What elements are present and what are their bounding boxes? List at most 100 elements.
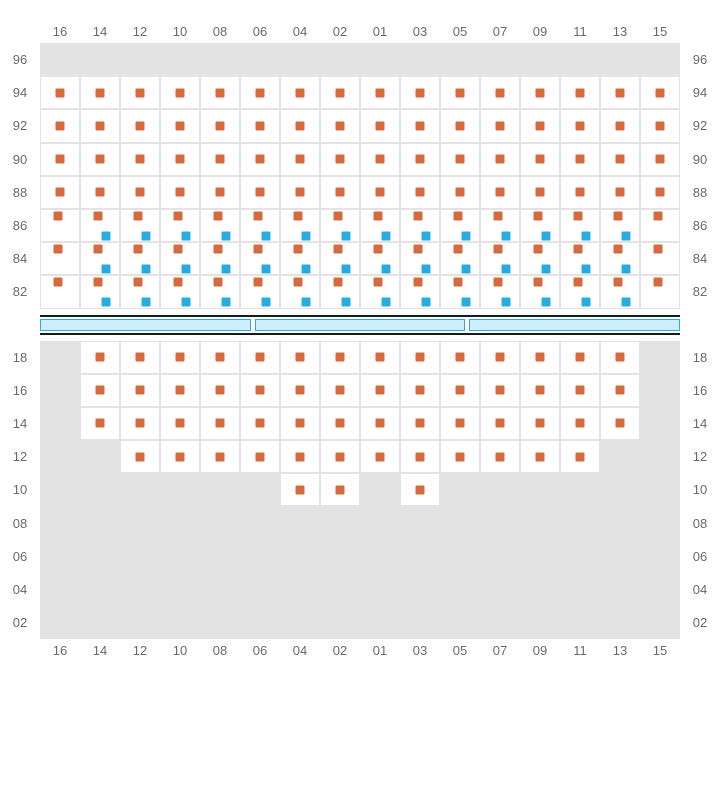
seat-cell[interactable]: [120, 341, 160, 374]
seat-cell[interactable]: [480, 374, 520, 407]
seat-cell[interactable]: [200, 275, 240, 308]
seat-cell[interactable]: [280, 440, 320, 473]
seat-cell[interactable]: [360, 242, 400, 275]
seat-cell[interactable]: [80, 242, 120, 275]
seat-cell[interactable]: [120, 209, 160, 242]
seat-cell[interactable]: [200, 209, 240, 242]
seat-cell[interactable]: [200, 242, 240, 275]
seat-cell[interactable]: [200, 440, 240, 473]
seat-cell[interactable]: [120, 76, 160, 109]
seat-cell[interactable]: [80, 109, 120, 142]
seat-cell[interactable]: [160, 76, 200, 109]
seat-cell[interactable]: [560, 43, 600, 76]
seat-cell[interactable]: [320, 43, 360, 76]
seat-cell[interactable]: [80, 176, 120, 209]
seat-cell[interactable]: [520, 209, 560, 242]
seat-cell[interactable]: [240, 143, 280, 176]
seat-cell[interactable]: [360, 275, 400, 308]
seat-cell[interactable]: [200, 143, 240, 176]
seat-cell[interactable]: [560, 76, 600, 109]
seat-cell[interactable]: [120, 275, 160, 308]
seat-cell[interactable]: [360, 209, 400, 242]
seat-cell[interactable]: [320, 209, 360, 242]
seat-cell[interactable]: [160, 374, 200, 407]
seat-cell[interactable]: [560, 176, 600, 209]
seat-cell[interactable]: [440, 176, 480, 209]
seat-cell[interactable]: [520, 43, 560, 76]
seat-cell[interactable]: [640, 109, 680, 142]
seat-cell[interactable]: [160, 275, 200, 308]
seat-cell[interactable]: [40, 209, 80, 242]
seat-cell[interactable]: [520, 275, 560, 308]
seat-cell[interactable]: [360, 76, 400, 109]
seat-cell[interactable]: [240, 242, 280, 275]
seat-cell[interactable]: [440, 374, 480, 407]
seat-cell[interactable]: [200, 407, 240, 440]
seat-cell[interactable]: [400, 473, 440, 506]
seat-cell[interactable]: [480, 109, 520, 142]
seat-cell[interactable]: [640, 209, 680, 242]
seat-cell[interactable]: [280, 473, 320, 506]
seat-cell[interactable]: [280, 209, 320, 242]
seat-cell[interactable]: [440, 341, 480, 374]
seat-cell[interactable]: [120, 109, 160, 142]
seat-cell[interactable]: [600, 242, 640, 275]
seat-cell[interactable]: [240, 109, 280, 142]
seat-cell[interactable]: [400, 176, 440, 209]
seat-cell[interactable]: [240, 374, 280, 407]
seat-cell[interactable]: [440, 242, 480, 275]
seat-cell[interactable]: [80, 275, 120, 308]
seat-cell[interactable]: [80, 407, 120, 440]
seat-cell[interactable]: [400, 209, 440, 242]
seat-cell[interactable]: [240, 209, 280, 242]
seat-cell[interactable]: [560, 275, 600, 308]
seat-cell[interactable]: [240, 176, 280, 209]
seat-cell[interactable]: [400, 440, 440, 473]
seat-cell[interactable]: [320, 473, 360, 506]
seat-cell[interactable]: [40, 242, 80, 275]
seat-cell[interactable]: [240, 76, 280, 109]
seat-cell[interactable]: [360, 176, 400, 209]
seat-cell[interactable]: [280, 76, 320, 109]
seat-cell[interactable]: [600, 176, 640, 209]
seat-cell[interactable]: [480, 275, 520, 308]
seat-cell[interactable]: [640, 76, 680, 109]
seat-cell[interactable]: [160, 341, 200, 374]
seat-cell[interactable]: [320, 109, 360, 142]
seat-cell[interactable]: [160, 440, 200, 473]
seat-cell[interactable]: [400, 43, 440, 76]
seat-cell[interactable]: [560, 242, 600, 275]
seat-cell[interactable]: [480, 440, 520, 473]
seat-cell[interactable]: [280, 43, 320, 76]
seat-cell[interactable]: [320, 76, 360, 109]
seat-cell[interactable]: [520, 374, 560, 407]
seat-cell[interactable]: [80, 76, 120, 109]
seat-cell[interactable]: [360, 374, 400, 407]
seat-cell[interactable]: [120, 374, 160, 407]
seat-cell[interactable]: [280, 407, 320, 440]
seat-cell[interactable]: [520, 143, 560, 176]
seat-cell[interactable]: [320, 440, 360, 473]
seat-cell[interactable]: [640, 275, 680, 308]
seat-cell[interactable]: [640, 43, 680, 76]
seat-cell[interactable]: [440, 440, 480, 473]
seat-cell[interactable]: [480, 176, 520, 209]
seat-cell[interactable]: [440, 407, 480, 440]
seat-cell[interactable]: [440, 275, 480, 308]
seat-cell[interactable]: [160, 109, 200, 142]
seat-cell[interactable]: [280, 176, 320, 209]
seat-cell[interactable]: [360, 109, 400, 142]
seat-cell[interactable]: [480, 242, 520, 275]
seat-cell[interactable]: [320, 242, 360, 275]
seat-cell[interactable]: [120, 407, 160, 440]
seat-cell[interactable]: [520, 242, 560, 275]
seat-cell[interactable]: [160, 242, 200, 275]
seat-cell[interactable]: [360, 440, 400, 473]
seat-cell[interactable]: [280, 109, 320, 142]
seat-cell[interactable]: [200, 176, 240, 209]
seat-cell[interactable]: [440, 76, 480, 109]
seat-cell[interactable]: [560, 440, 600, 473]
seat-cell[interactable]: [440, 143, 480, 176]
seat-cell[interactable]: [120, 143, 160, 176]
seat-cell[interactable]: [120, 440, 160, 473]
